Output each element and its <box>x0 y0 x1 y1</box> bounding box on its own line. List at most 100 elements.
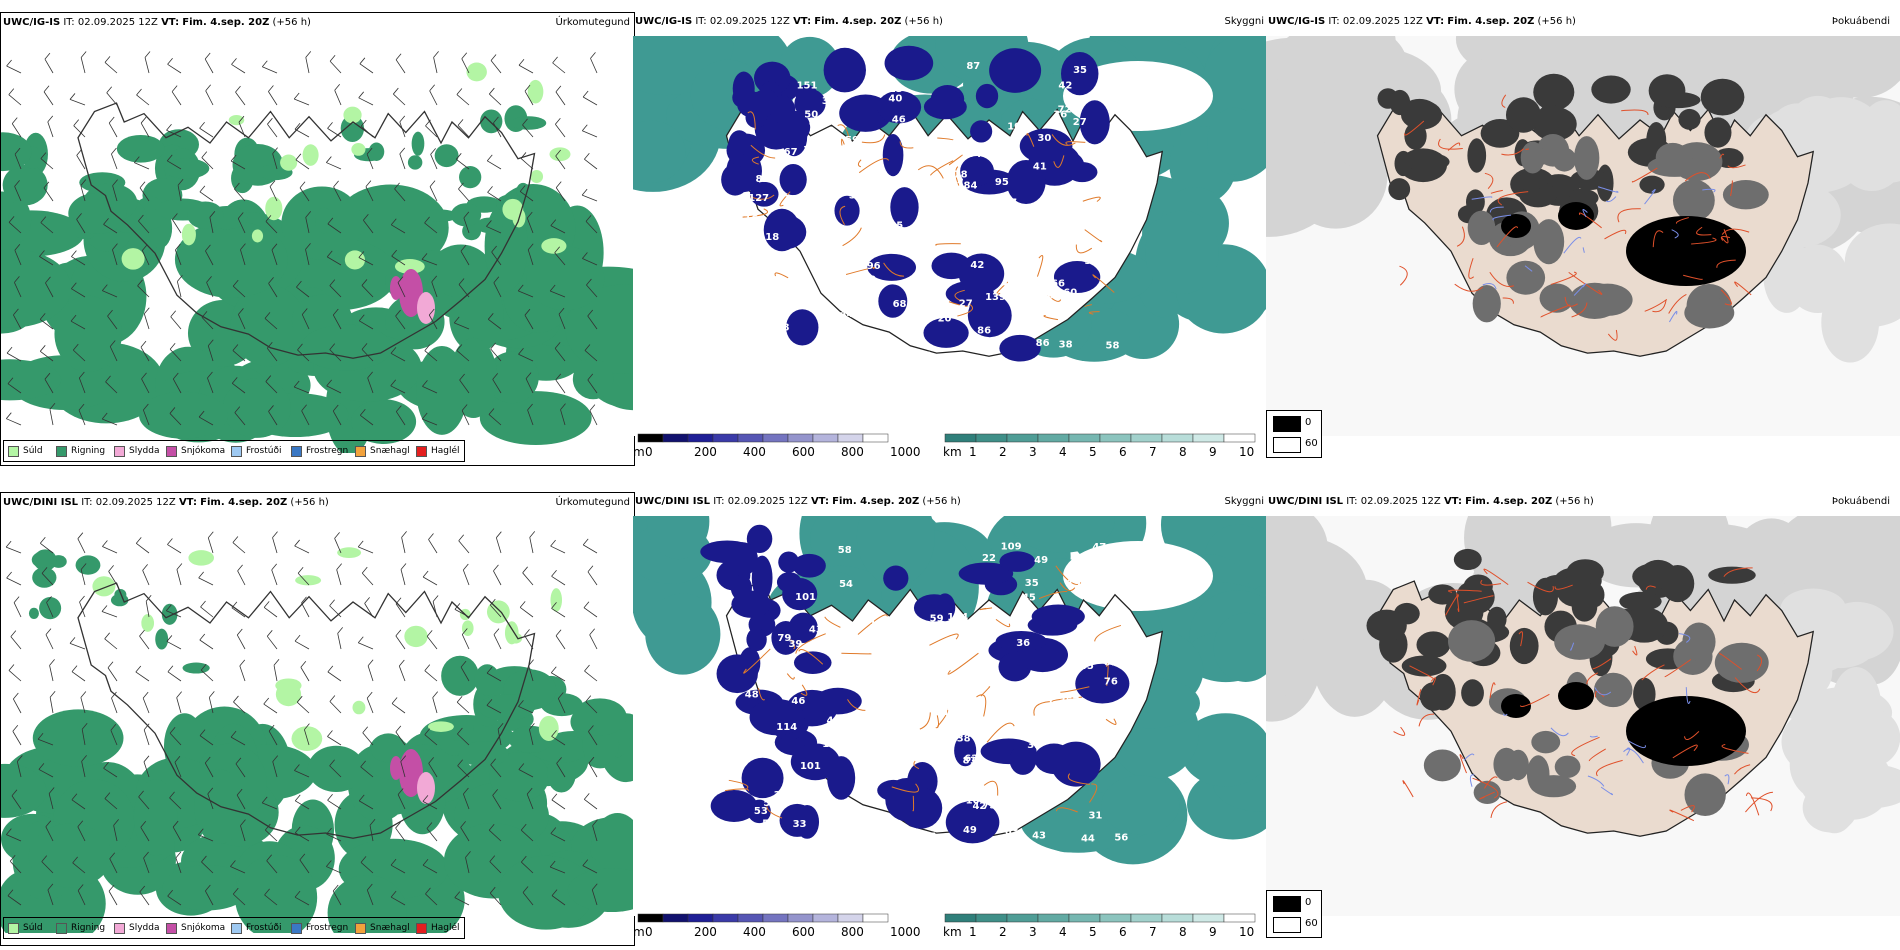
visibility-label: 35 <box>1073 65 1087 76</box>
wind-barb <box>522 892 534 906</box>
snow-area <box>399 749 423 797</box>
precip-title: Úrkomutegund <box>555 17 630 28</box>
visibility-label: 47 <box>1092 542 1106 553</box>
river <box>1598 186 1619 193</box>
wind-barb <box>76 155 86 170</box>
road <box>1727 164 1746 169</box>
wind-barb <box>362 726 369 733</box>
wind-barb <box>520 829 534 842</box>
wind-barb <box>524 314 534 330</box>
wind-barb <box>206 282 214 298</box>
road <box>1454 283 1484 292</box>
elev-tick: 1000 <box>890 925 921 939</box>
wind-barb <box>207 793 214 810</box>
wind-barb <box>80 691 87 698</box>
wind-barb <box>271 249 278 266</box>
wind-barb <box>268 283 278 298</box>
wind-barb <box>397 788 404 795</box>
wind-barb <box>584 350 598 362</box>
visibility-label: 50 <box>804 110 818 121</box>
wind-barb <box>199 191 214 202</box>
wind-barb <box>582 865 598 874</box>
wind-barb <box>588 731 598 746</box>
wind-barb <box>522 566 528 574</box>
elev-tick: 800 <box>841 925 864 939</box>
wind-barb <box>72 343 79 351</box>
wind-barb <box>209 211 216 218</box>
wind-barb <box>432 697 438 714</box>
wind-barb <box>555 629 562 636</box>
wind-barb <box>80 51 87 58</box>
wind-barb <box>264 318 278 330</box>
wind-barb <box>78 403 85 411</box>
wind-barb <box>395 635 406 650</box>
wind-barb <box>456 350 470 362</box>
wind-barb <box>518 348 524 355</box>
wind-barb <box>273 659 280 666</box>
low-vis-area <box>989 48 1042 93</box>
low-vis-area <box>814 687 862 715</box>
wind-barb <box>40 158 54 170</box>
rain-area <box>235 855 318 933</box>
wind-barb <box>11 123 22 138</box>
wind-barb <box>458 182 464 190</box>
vis-colorbar-cell <box>1006 433 1039 443</box>
wind-barb <box>267 117 273 125</box>
wind-barb <box>421 259 438 266</box>
wind-barb <box>486 666 493 674</box>
visibility-label: 27 <box>1073 117 1087 128</box>
wind-barb <box>424 664 431 671</box>
wind-barb <box>176 569 182 586</box>
wind-barb <box>591 889 598 906</box>
wind-barb <box>520 158 534 170</box>
dark-fog-area <box>1535 104 1567 138</box>
wind-barb <box>557 698 566 714</box>
road <box>1721 228 1750 235</box>
elev-colorbar-cell <box>812 913 839 923</box>
wind-barb <box>557 692 564 699</box>
wind-barb <box>38 763 45 770</box>
wind-barb <box>264 312 271 319</box>
wind-barb <box>555 155 566 170</box>
dark-fog-area <box>1447 620 1496 662</box>
wind-barb <box>45 276 51 284</box>
rain-area <box>479 391 592 446</box>
visibility-label: 62 <box>775 342 789 353</box>
wind-barb <box>177 179 184 186</box>
river <box>1492 214 1512 221</box>
hail-swatch <box>416 922 427 934</box>
wind-barb <box>266 860 278 874</box>
wind-barb <box>232 893 246 906</box>
wind-barb <box>433 57 438 74</box>
wind-barb <box>136 88 142 96</box>
fog-field <box>1786 244 1849 314</box>
row2-fog-panel: UWC/DINI ISL IT: 02.09.2025 12Z VT: Fim.… <box>1266 492 1900 944</box>
legend-freezing-drizzle: Frostúði <box>246 923 282 933</box>
wind-barb <box>299 187 310 202</box>
low-vis-area <box>749 698 805 736</box>
wind-barb <box>329 55 336 62</box>
wind-barb <box>555 635 566 650</box>
wind-barb <box>10 630 17 637</box>
wind-barb <box>8 88 15 95</box>
road <box>1490 801 1508 818</box>
wind-barb <box>232 542 246 554</box>
wind-barb <box>70 314 77 322</box>
visibility-label: 47 <box>922 831 936 842</box>
wind-barb <box>301 404 307 412</box>
wind-barb <box>393 93 406 106</box>
dark-fog-area <box>1501 694 1531 718</box>
river <box>1679 633 1691 643</box>
wind-barb <box>207 377 214 394</box>
visibility-label: 54 <box>849 190 863 201</box>
wind-barb <box>142 697 150 714</box>
wind-barb <box>295 832 310 842</box>
visibility-label: 36 <box>1115 711 1129 722</box>
road <box>751 156 760 165</box>
wind-barb <box>76 149 82 156</box>
drizzle-area <box>527 79 544 104</box>
wind-barb <box>327 256 342 266</box>
wind-barb <box>327 736 342 746</box>
road <box>929 633 959 646</box>
wind-barb <box>6 352 22 362</box>
